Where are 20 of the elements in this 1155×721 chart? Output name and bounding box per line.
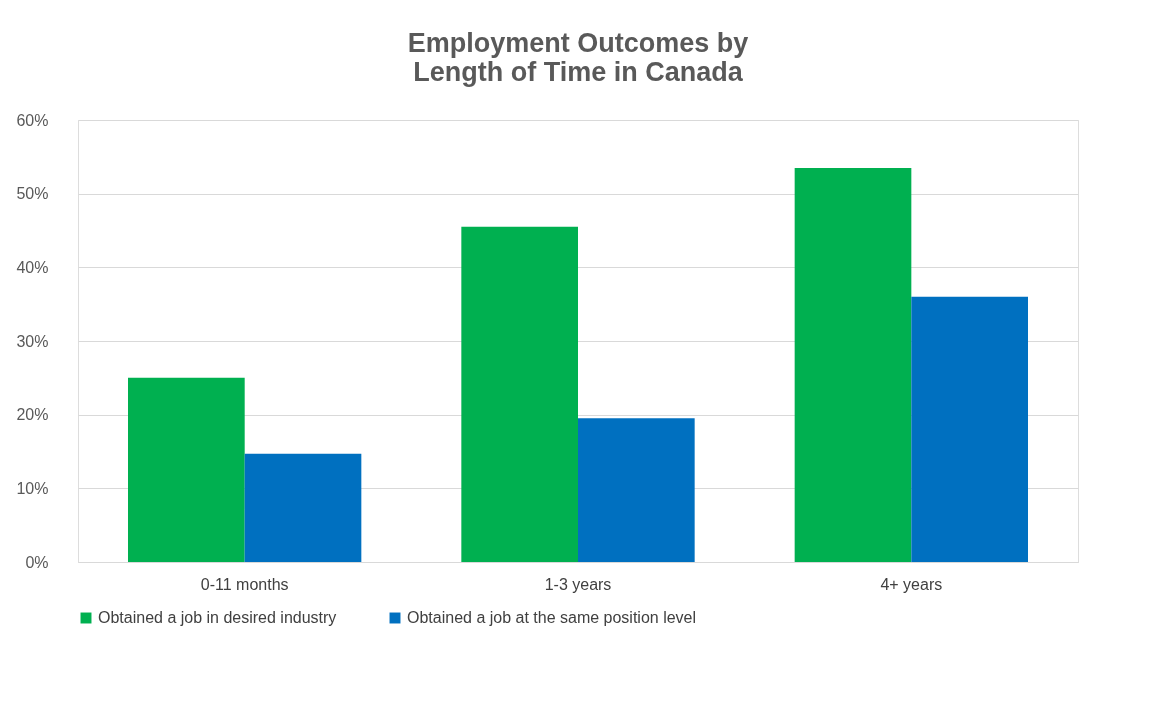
legend-label: Obtained a job at the same position level — [407, 609, 697, 626]
text: Length of Time in Canada — [413, 57, 743, 87]
y-tick-label: 50% — [16, 185, 49, 203]
y-tick-label: 20% — [16, 406, 49, 424]
y-tick-label: 0% — [25, 553, 49, 571]
bar — [461, 226, 578, 562]
y-tick-label: 60% — [16, 111, 49, 129]
bar — [911, 296, 1028, 562]
y-tick-label: 40% — [16, 258, 49, 276]
legend-label: Obtained a job in desired industry — [98, 609, 337, 626]
x-tick-label: 4+ years — [880, 575, 943, 593]
bar — [794, 167, 912, 562]
bar — [244, 453, 362, 562]
y-tick-label: 10% — [16, 479, 49, 497]
y-tick-label: 30% — [16, 332, 49, 350]
bar — [128, 377, 245, 562]
text: Employment Outcomes by — [407, 28, 749, 58]
bar — [578, 418, 695, 562]
x-tick-label: 1-3 years — [544, 575, 612, 593]
x-tick-label: 0-11 months — [200, 575, 289, 593]
